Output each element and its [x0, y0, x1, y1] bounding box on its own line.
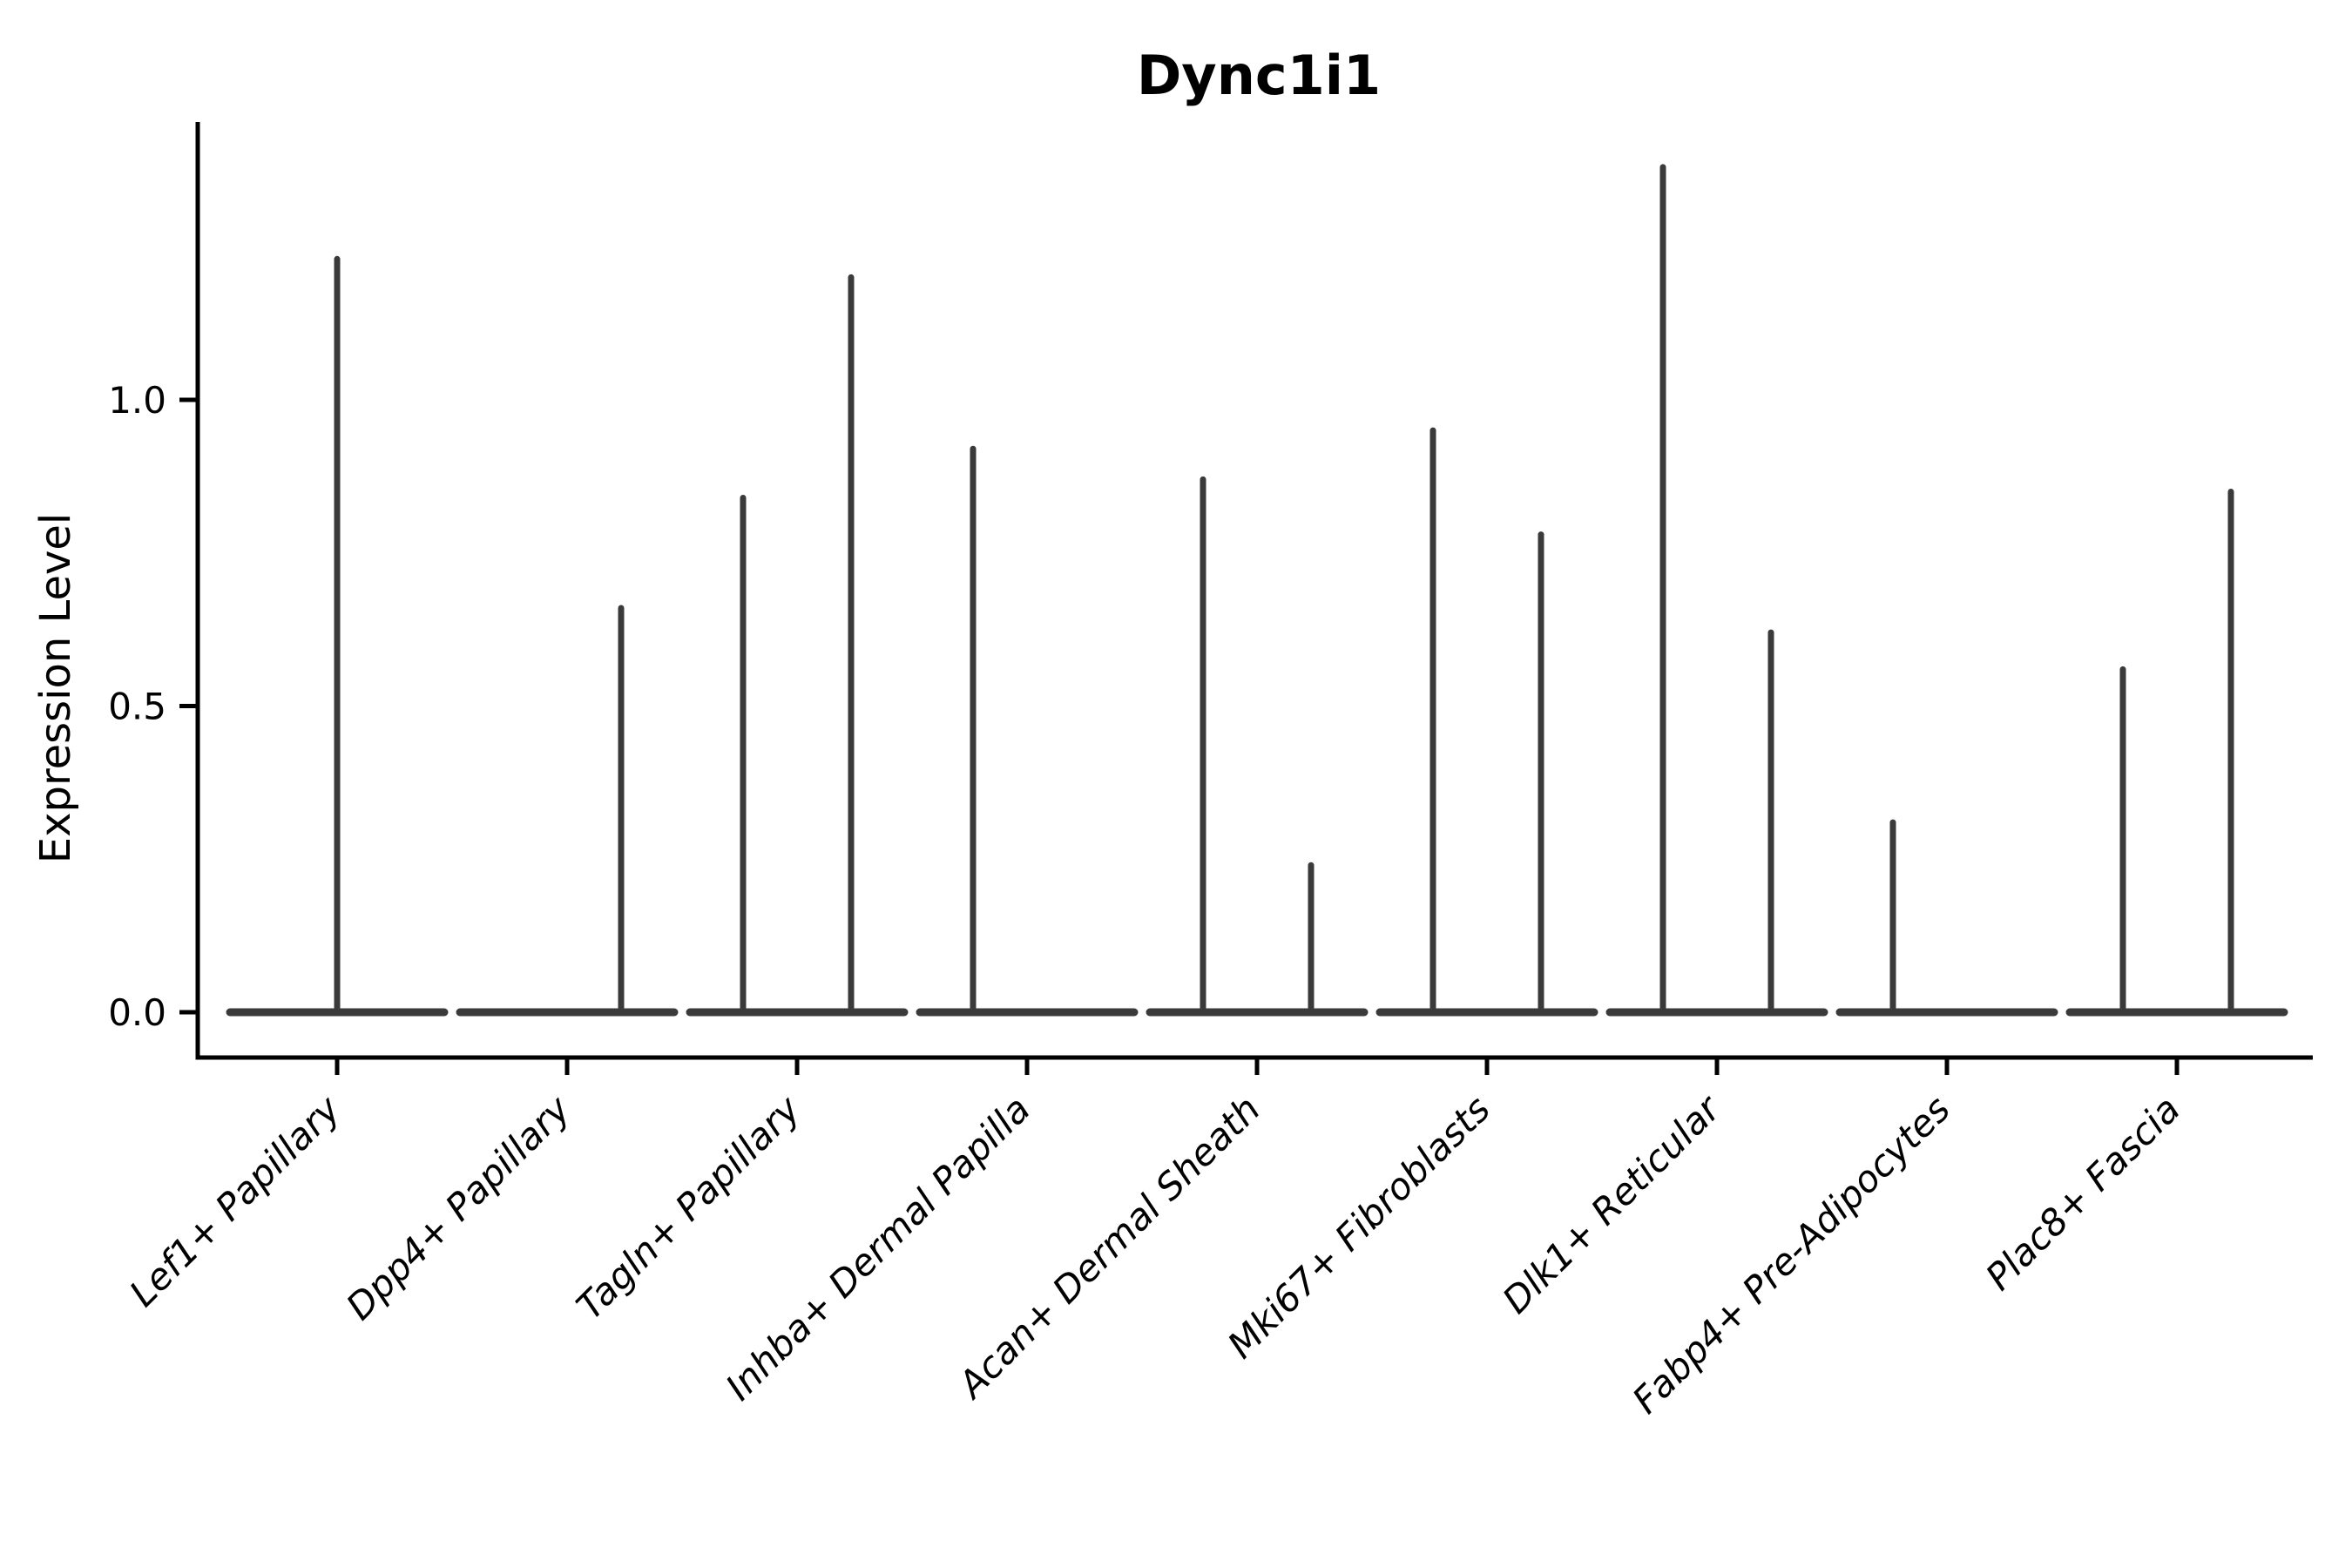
violin-plac8-fascia: [2065, 488, 2288, 1017]
violin-dpp4-papillary: [456, 605, 679, 1017]
chart-title: Dync1i1: [1137, 44, 1381, 107]
x-tick-label: Mki67+ Fibroblasts: [1220, 1087, 1498, 1366]
violin-fabp4-pre-adipocytes: [1835, 819, 2058, 1017]
x-tick-label: Tagln+ Papillary: [568, 1087, 809, 1328]
violin-lef1-papillary: [226, 255, 449, 1017]
violins-layer: [226, 164, 2288, 1017]
y-tick-label: 0.5: [108, 686, 166, 728]
x-tick-label: Dlk1+ Reticular: [1494, 1085, 1730, 1321]
violin-acan-dermal-sheath: [1146, 476, 1369, 1017]
violin-mki67-fibroblasts: [1375, 427, 1598, 1017]
y-tick-label: 1.0: [108, 379, 166, 422]
x-tick-label: Dpp4+ Papillary: [338, 1087, 579, 1328]
violin-dlk1-reticular: [1605, 164, 1828, 1017]
violin-inhba-dermal-papilla: [916, 445, 1139, 1017]
x-tick-label: Plac8+ Fascia: [1977, 1087, 2188, 1298]
violin-tagln-papillary: [686, 274, 909, 1017]
axes: 0.0 0.5 1.0: [108, 122, 2313, 1075]
y-axis-label: Expression Level: [31, 513, 80, 864]
y-tick-label: 0.0: [108, 991, 166, 1034]
x-tick-label: Lef1+ Papillary: [121, 1087, 349, 1315]
